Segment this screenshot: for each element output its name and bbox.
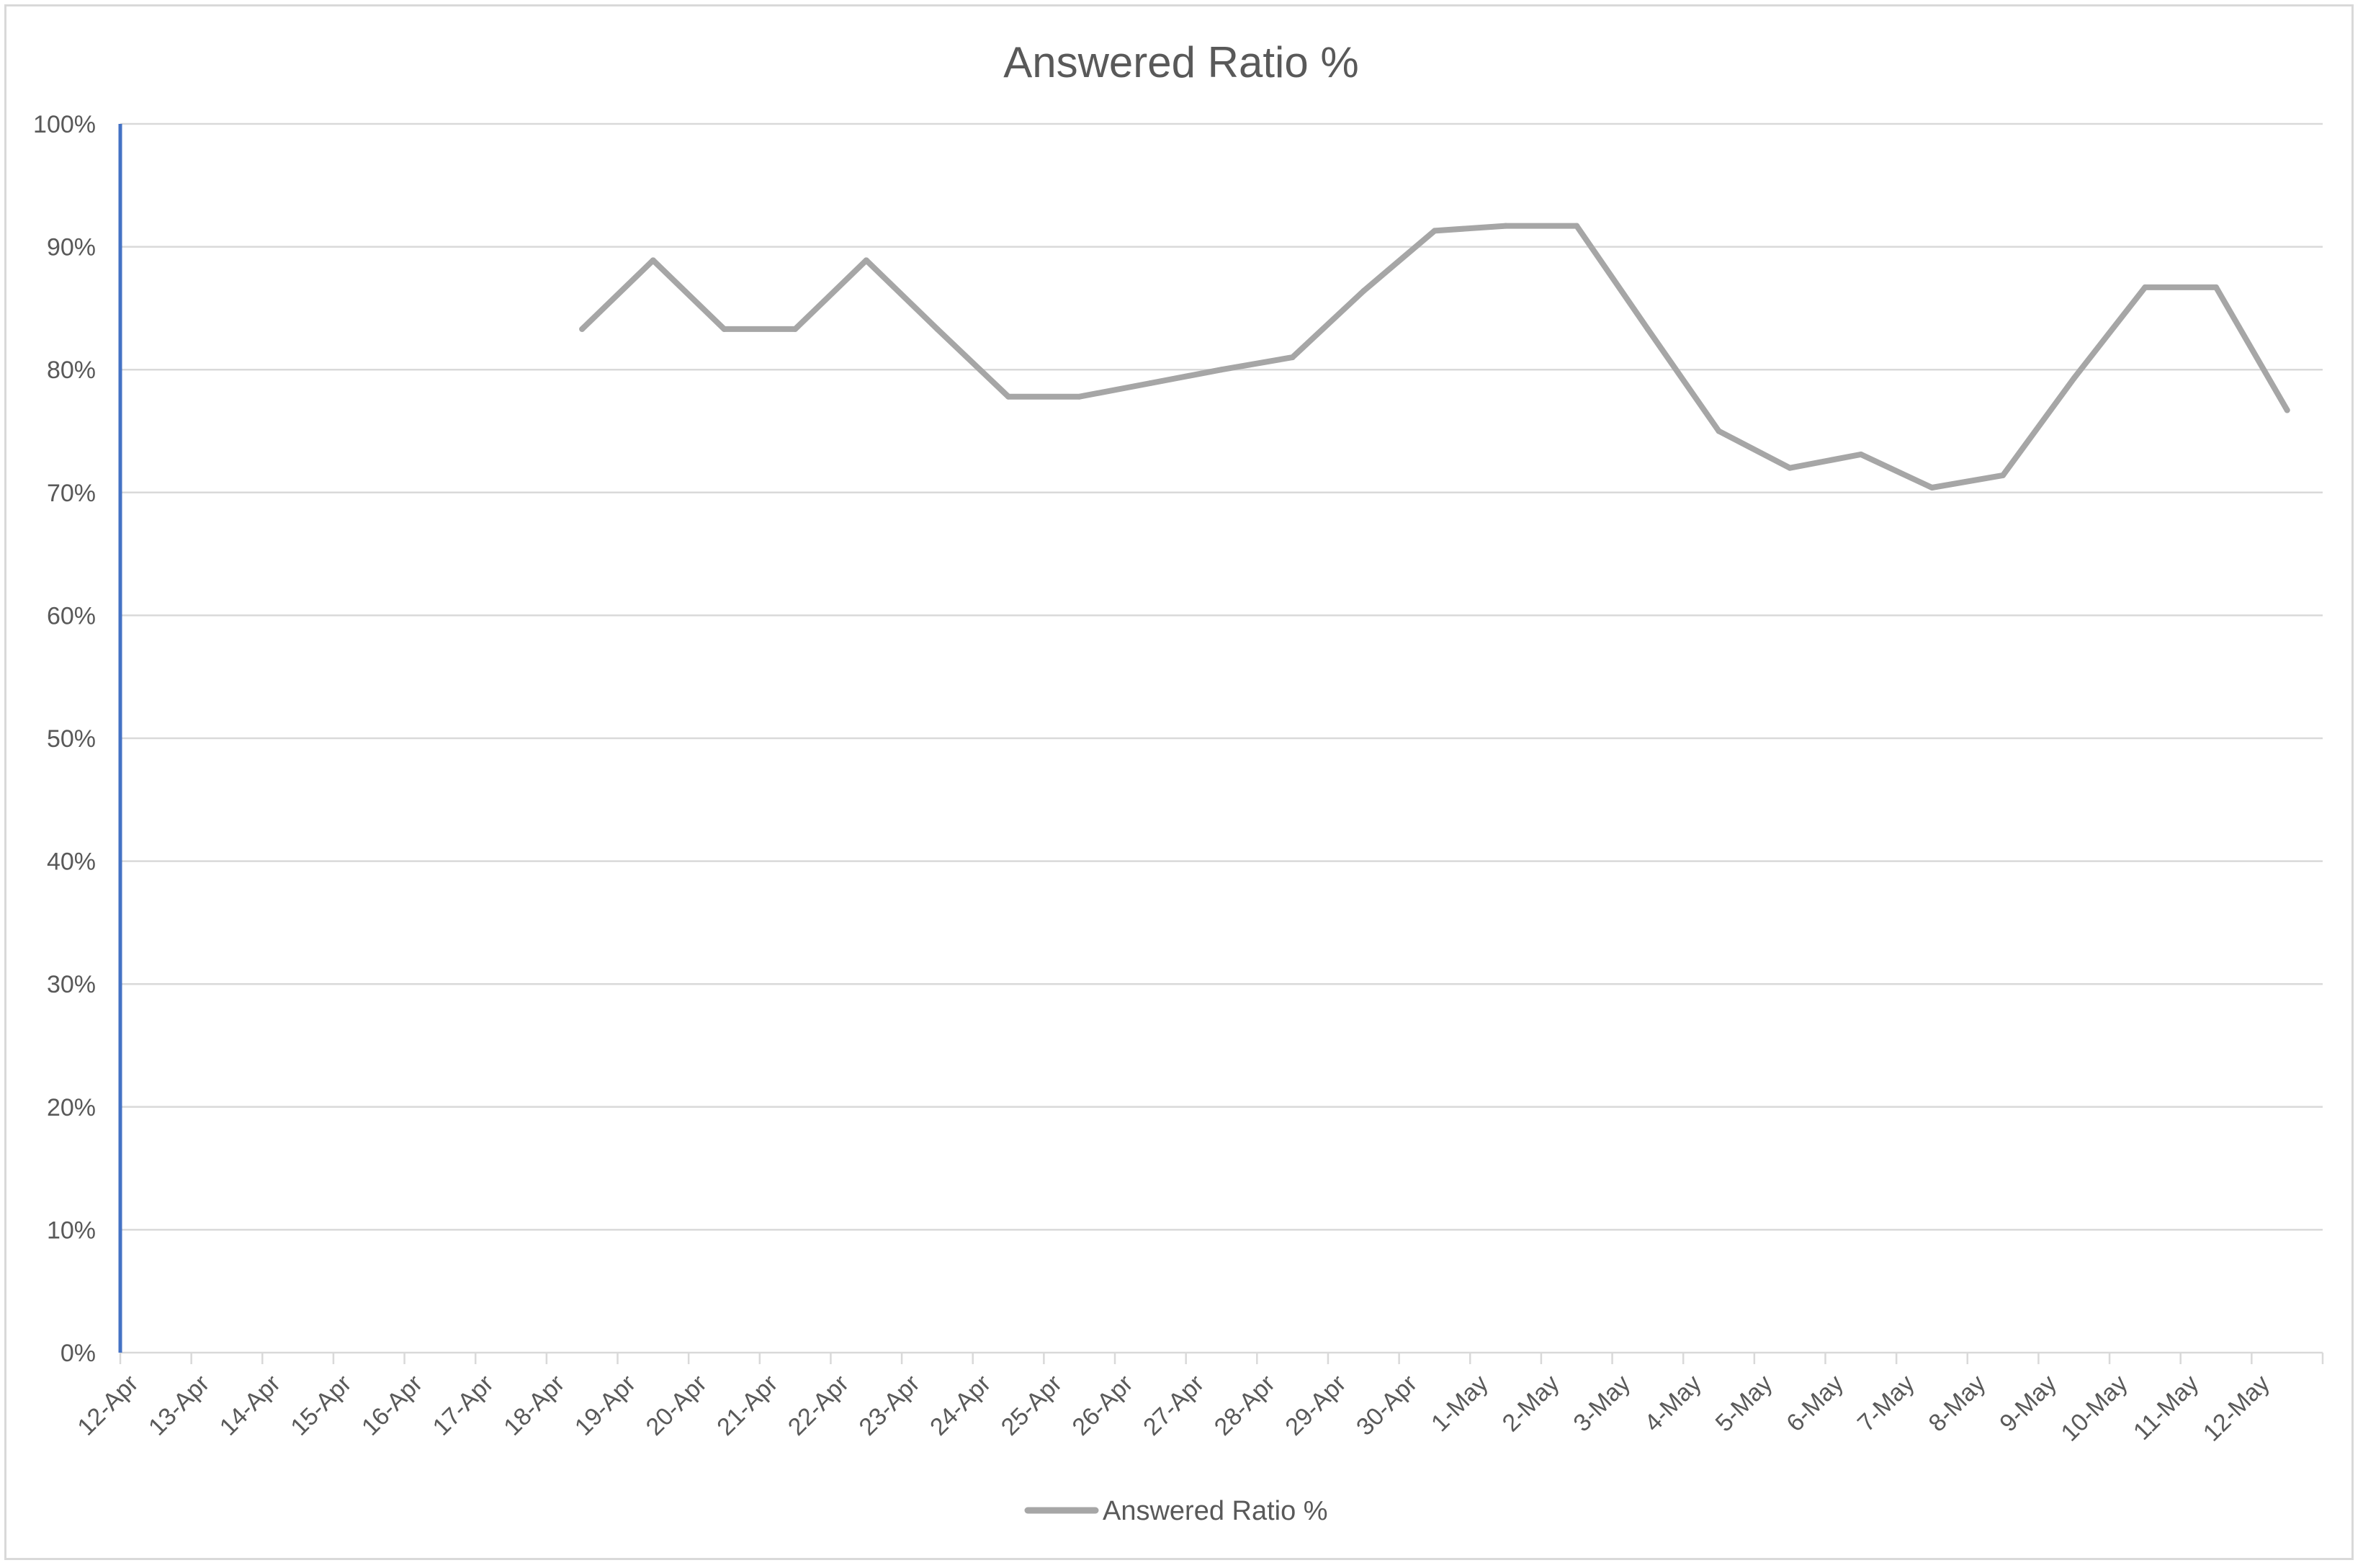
y-tick-label: 50% <box>47 725 96 753</box>
y-axis-tick-labels: 0% 10% 20% 30% 40% 50% 60% 70% 80% 90% 100% <box>33 111 96 1367</box>
data-point <box>1787 465 1793 471</box>
legend-label: Answered Ratio % <box>1103 1496 1328 1526</box>
x-tick-label: 23-Apr <box>854 1370 925 1441</box>
data-point <box>1574 223 1580 229</box>
x-tick-label: 4-May <box>1639 1370 1707 1438</box>
x-tick-label: 27-Apr <box>1138 1370 1209 1441</box>
x-tick-label: 10-May <box>2056 1370 2133 1447</box>
x-tick-label: 3-May <box>1568 1370 1636 1438</box>
x-tick-label: 6-May <box>1781 1370 1849 1438</box>
y-tick-label: 80% <box>47 357 96 384</box>
data-point <box>650 257 656 264</box>
data-point <box>1502 223 1509 229</box>
x-tick-label: 18-Apr <box>498 1370 570 1441</box>
x-tick-label: 12-Apr <box>72 1370 143 1441</box>
x-tick-label: 12-May <box>2198 1370 2275 1447</box>
series-line <box>579 223 2290 490</box>
y-tick-label: 20% <box>47 1094 96 1121</box>
data-point <box>2213 284 2220 290</box>
x-tick-label: 20-Apr <box>641 1370 712 1441</box>
data-point <box>1005 393 1012 400</box>
x-tick-label: 25-Apr <box>996 1370 1067 1441</box>
x-tick-label: 8-May <box>1924 1370 1991 1438</box>
data-point <box>863 257 869 264</box>
x-tick-label: 24-Apr <box>925 1370 996 1441</box>
x-axis-tick-labels: 12-Apr 13-Apr 14-Apr 15-Apr 16-Apr 17-Apr 18-A… <box>72 1370 2274 1447</box>
x-tick-label: 28-Apr <box>1209 1370 1281 1441</box>
chart-title: Answered Ratio % <box>1003 38 1359 86</box>
data-point <box>1929 484 1935 490</box>
x-tick-label: 7-May <box>1852 1370 1920 1438</box>
x-tick-label: 19-Apr <box>570 1370 641 1441</box>
data-point <box>2071 375 2077 382</box>
x-tick-label: 15-Apr <box>285 1370 357 1441</box>
line-chart: Answered Ratio % 0% 10% 20% 30% 40% 50% 60% 70%… <box>33 38 2324 1526</box>
x-tick-label: 9-May <box>1994 1370 2062 1438</box>
x-tick-label: 26-Apr <box>1067 1370 1138 1441</box>
y-tick-label: 30% <box>47 971 96 998</box>
data-point <box>2284 407 2290 413</box>
y-tick-label: 100% <box>33 111 96 138</box>
x-tick-label: 1-May <box>1426 1370 1494 1438</box>
legend: Answered Ratio % <box>1024 1496 1328 1526</box>
data-point <box>1644 326 1651 332</box>
y-tick-label: 60% <box>47 602 96 630</box>
axes <box>118 124 2324 1364</box>
gridlines <box>120 122 2323 1231</box>
data-point <box>1289 354 1296 361</box>
data-point <box>1219 367 1224 373</box>
x-tick-label: 2-May <box>1497 1370 1565 1438</box>
data-point <box>1360 288 1367 295</box>
y-tick-label: 70% <box>47 480 96 507</box>
data-point <box>1147 380 1154 386</box>
data-point <box>792 326 799 332</box>
data-point <box>1076 393 1082 400</box>
x-tick-label: 21-Apr <box>712 1370 783 1441</box>
x-tick-label: 30-Apr <box>1351 1370 1422 1441</box>
y-tick-label: 0% <box>60 1340 96 1367</box>
data-point <box>721 326 727 332</box>
x-tick-label: 13-Apr <box>143 1370 215 1441</box>
x-tick-label: 11-May <box>2128 1370 2204 1446</box>
y-tick-label: 10% <box>47 1217 96 1244</box>
series-lines <box>579 223 2290 490</box>
data-point <box>579 326 586 332</box>
data-point <box>934 326 941 332</box>
data-point <box>1431 228 1438 234</box>
chart-frame: Answered Ratio % 0% 10% 20% 30% 40% 50% 60% 70%… <box>4 4 2354 1560</box>
x-tick-label: 29-Apr <box>1280 1370 1351 1441</box>
data-point <box>2142 284 2148 290</box>
x-tick-label: 16-Apr <box>357 1370 428 1441</box>
x-tick-label: 17-Apr <box>428 1370 499 1441</box>
data-point <box>1716 428 1722 434</box>
y-tick-label: 40% <box>47 848 96 876</box>
x-tick-label: 5-May <box>1710 1370 1778 1438</box>
data-point <box>2000 472 2006 478</box>
x-tick-label: 22-Apr <box>783 1370 854 1441</box>
x-tick-label: 14-Apr <box>215 1370 286 1441</box>
y-tick-label: 90% <box>47 234 96 261</box>
data-point <box>1857 451 1864 457</box>
